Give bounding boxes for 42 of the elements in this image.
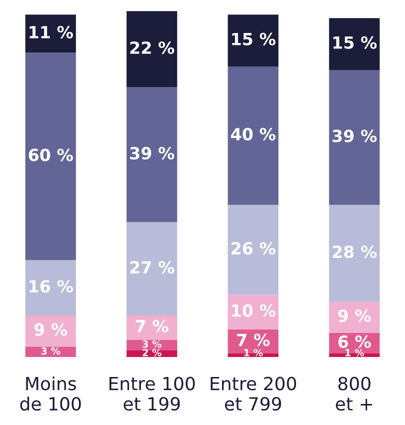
data-label: 22 % [130, 41, 174, 54]
data-label: 60 % [28, 148, 73, 162]
data-label: 16 % [30, 280, 73, 293]
bar [329, 70, 380, 205]
bar [329, 18, 380, 70]
data-label: 7 % [136, 320, 168, 332]
x-tick-label: Entre 200 et 799 [210, 376, 296, 411]
x-tick-label: Moins de 100 [20, 376, 81, 411]
data-label: 39 % [332, 130, 377, 142]
bar [126, 87, 178, 222]
data-label: 9 % [338, 309, 371, 322]
data-label: 40 % [231, 128, 276, 141]
bar [126, 11, 178, 88]
data-label: 15 % [232, 32, 276, 46]
data-label: 1 % [244, 348, 263, 356]
bar [329, 302, 380, 333]
data-label: 7 % [237, 334, 270, 346]
data-label: 1 % [346, 348, 364, 356]
data-label: 15 % [333, 36, 377, 49]
bar [126, 222, 178, 316]
data-label: 27 % [130, 261, 174, 274]
bar [228, 14, 278, 66]
bar [25, 52, 76, 260]
data-label: 11 % [30, 26, 73, 38]
x-tick-label: 800 et + [336, 376, 372, 411]
bar [25, 14, 76, 53]
x-tick-label: Entre 100 et 199 [110, 376, 195, 411]
bar [228, 66, 278, 205]
data-label: 2 % [142, 348, 162, 356]
data-label: 28 % [332, 245, 377, 258]
data-label: 3 % [41, 347, 60, 355]
data-label: 39 % [130, 146, 174, 160]
data-label: 26 % [232, 242, 276, 255]
data-label: 6 % [338, 335, 371, 348]
bar [329, 204, 380, 302]
data-label: 3 % [142, 340, 162, 348]
data-label: 10 % [232, 304, 276, 317]
bar [25, 316, 76, 347]
bar [25, 260, 76, 316]
bar [228, 204, 278, 295]
data-label: 9 % [34, 323, 68, 336]
bar [25, 346, 76, 357]
